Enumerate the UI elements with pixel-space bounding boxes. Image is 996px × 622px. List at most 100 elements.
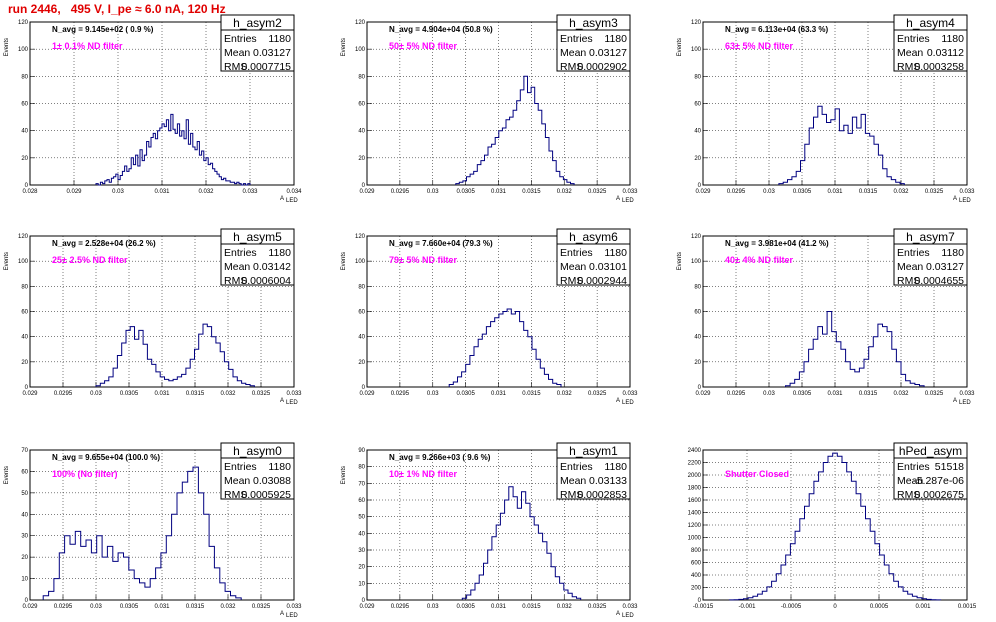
x-tick-label: -0.0005 bbox=[781, 604, 802, 610]
histogram-pad-h_asym5: 0.029 0.0295 0.03 0.0305 0.031 0.0315 0.032 0.0… bbox=[4, 228, 302, 406]
x-tick-label: 0.03 bbox=[763, 391, 775, 397]
y-tick-label: 60 bbox=[21, 469, 28, 475]
stats-label-mean: Mean bbox=[560, 261, 586, 273]
stats-value-entries: 51518 bbox=[935, 461, 964, 473]
x-tick-label: 0.0305 bbox=[456, 604, 475, 610]
x-axis-label: A bbox=[953, 196, 957, 202]
stats-value-rms: 0.0003258 bbox=[914, 61, 964, 73]
y-tick-label: 0 bbox=[698, 183, 702, 189]
navg-label: N_avg = 2.528e+04 (26.2 %) bbox=[52, 239, 156, 248]
x-axis-sublabel: LED bbox=[622, 198, 634, 204]
x-axis-sublabel: LED bbox=[286, 198, 298, 204]
stats-value-entries: 1180 bbox=[268, 461, 291, 473]
x-tick-label: 0.0305 bbox=[120, 604, 139, 610]
x-tick-label: 0.031 bbox=[491, 189, 507, 195]
stats-value-mean: 0.03127 bbox=[926, 261, 964, 273]
x-tick-label: 0.03 bbox=[112, 189, 124, 195]
stats-label-mean: Mean bbox=[560, 475, 586, 487]
y-tick-label: 2200 bbox=[688, 461, 702, 467]
stats-label-mean: Mean bbox=[224, 47, 250, 59]
y-tick-label: 20 bbox=[21, 156, 28, 162]
stats-label-rms: RMS bbox=[224, 61, 247, 73]
x-tick-label: 0.029 bbox=[66, 189, 82, 195]
x-tick-label: 0.0315 bbox=[522, 604, 541, 610]
x-tick-label: 0.031 bbox=[154, 604, 170, 610]
stats-value-mean: -5.287e-06 bbox=[913, 475, 964, 487]
y-tick-label: 40 bbox=[358, 531, 365, 537]
x-tick-label: 0.033 bbox=[242, 189, 258, 195]
y-tick-label: 80 bbox=[694, 74, 701, 80]
stats-value-entries: 1180 bbox=[268, 33, 291, 45]
stats-label-mean: Mean bbox=[224, 475, 250, 487]
stats-value-mean: 0.03127 bbox=[253, 47, 291, 59]
y-tick-label: 60 bbox=[358, 102, 365, 108]
stats-value-rms: 0.0002675 bbox=[914, 489, 964, 501]
y-tick-label: 40 bbox=[21, 129, 28, 135]
histogram-series-h_asym1 bbox=[461, 486, 582, 600]
histogram-series-h_asym5 bbox=[95, 323, 255, 387]
x-tick-label: 0.0325 bbox=[252, 391, 271, 397]
y-tick-label: 70 bbox=[21, 448, 28, 454]
y-tick-label: 60 bbox=[358, 498, 365, 504]
y-tick-label: 1000 bbox=[688, 536, 702, 542]
x-tick-label: 0.029 bbox=[359, 189, 375, 195]
x-axis-label: A bbox=[616, 196, 620, 202]
x-tick-label: 0.031 bbox=[827, 391, 843, 397]
x-tick-label: 0.001 bbox=[915, 604, 931, 610]
y-axis-label: Events bbox=[341, 38, 347, 56]
x-tick-label: 0.0315 bbox=[859, 391, 878, 397]
y-tick-label: 40 bbox=[21, 512, 28, 518]
y-tick-label: 20 bbox=[694, 360, 701, 366]
x-tick-label: 0.029 bbox=[22, 391, 38, 397]
navg-label: N_avg = 9.655e+04 (100.0 %) bbox=[52, 453, 160, 462]
stats-label-entries: Entries bbox=[897, 461, 930, 473]
stats-label-entries: Entries bbox=[897, 33, 930, 45]
stats-box bbox=[220, 442, 295, 500]
stats-box bbox=[893, 14, 968, 72]
y-tick-label: 100 bbox=[691, 47, 702, 53]
navg-label: N_avg = 3.981e+04 (41.2 %) bbox=[725, 239, 829, 248]
x-tick-label: 0.031 bbox=[491, 391, 507, 397]
x-tick-label: 0.0005 bbox=[870, 604, 889, 610]
stats-value-mean: 0.03133 bbox=[589, 475, 627, 487]
x-tick-label: 0.0295 bbox=[391, 189, 410, 195]
x-tick-label: 0.03 bbox=[427, 189, 439, 195]
stats-label-entries: Entries bbox=[224, 461, 257, 473]
stats-label-entries: Entries bbox=[560, 247, 593, 259]
x-tick-label: 0.0305 bbox=[793, 189, 812, 195]
x-tick-label: 0.033 bbox=[959, 391, 975, 397]
filter-label: 10± 1% ND filter bbox=[389, 469, 457, 479]
y-tick-label: 80 bbox=[694, 284, 701, 290]
y-tick-label: 100 bbox=[18, 47, 29, 53]
stats-label-rms: RMS bbox=[560, 61, 583, 73]
x-axis-sublabel: LED bbox=[286, 400, 298, 406]
stats-label-mean: Mean bbox=[560, 47, 586, 59]
filter-label: 50± 5% ND filter bbox=[389, 41, 457, 51]
stats-label-entries: Entries bbox=[224, 33, 257, 45]
stats-value-entries: 1180 bbox=[268, 247, 291, 259]
x-tick-label: 0.0295 bbox=[391, 391, 410, 397]
x-tick-label: 0.03 bbox=[90, 391, 102, 397]
histogram-series-h_asym6 bbox=[448, 308, 562, 387]
x-tick-label: 0.032 bbox=[557, 604, 573, 610]
y-tick-label: 30 bbox=[358, 548, 365, 554]
stats-value-rms: 0.0006004 bbox=[241, 275, 291, 287]
y-tick-label: 1400 bbox=[688, 511, 702, 517]
stats-label-rms: RMS bbox=[224, 275, 247, 287]
x-axis-label: A bbox=[953, 398, 957, 404]
x-axis-sublabel: LED bbox=[959, 198, 971, 204]
histogram-pad-h_asym2: 0.028 0.029 0.03 0.031 0.032 0.033 0.034 0 20 40 6… bbox=[4, 14, 302, 204]
y-tick-label: 60 bbox=[694, 310, 701, 316]
histogram-series-h_asym7 bbox=[785, 311, 925, 387]
stats-label-rms: RMS bbox=[897, 489, 920, 501]
stats-value-rms: 0.0002902 bbox=[577, 61, 627, 73]
y-tick-label: 60 bbox=[21, 310, 28, 316]
y-tick-label: 50 bbox=[21, 491, 28, 497]
y-tick-label: 0 bbox=[25, 183, 29, 189]
stats-histogram-name: h_asym6 bbox=[569, 230, 618, 244]
y-tick-label: 800 bbox=[691, 548, 702, 554]
y-axis-label: Events bbox=[4, 252, 10, 270]
histogram-series-h_asym3 bbox=[455, 75, 575, 185]
y-tick-label: 30 bbox=[21, 534, 28, 540]
